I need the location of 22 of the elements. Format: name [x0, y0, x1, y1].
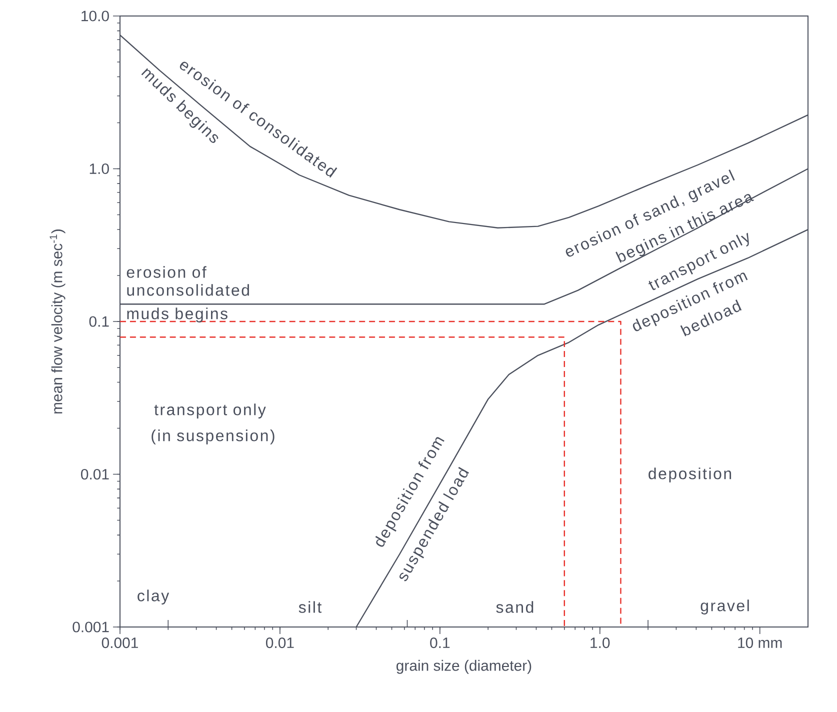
- x-tick-label: 0.001: [102, 637, 138, 648]
- annotation: clay: [138, 590, 170, 604]
- annotation: unconsolidated: [127, 284, 249, 296]
- y-axis-title: mean flow velocity (m sec$^{-1}$): [50, 230, 66, 414]
- y-tick-label: 10.0: [82, 10, 109, 22]
- annotation: sand: [496, 601, 534, 613]
- y-tick-label: 0.01: [81, 468, 109, 480]
- x-tick-label: 1.0: [590, 637, 610, 648]
- annotation: gravel: [700, 600, 749, 614]
- y-tick-label: 0.1: [89, 316, 109, 327]
- annotation: silt: [298, 601, 322, 613]
- x-tick-label: 0.01: [266, 637, 294, 648]
- annotation: erosion of: [126, 266, 206, 278]
- y-tick-label: 1.0: [90, 163, 109, 174]
- annotation: (in suspension): [152, 430, 274, 444]
- annotation: muds begins: [127, 308, 228, 322]
- x-tick-label: 10 mm: [738, 637, 782, 648]
- annotation: transport only: [154, 404, 266, 418]
- x-tick-label: 0.1: [430, 637, 450, 648]
- y-tick-label: 0.001: [72, 622, 109, 632]
- annotation: deposition: [648, 468, 732, 482]
- x-axis-title: grain size (diameter): [396, 660, 532, 674]
